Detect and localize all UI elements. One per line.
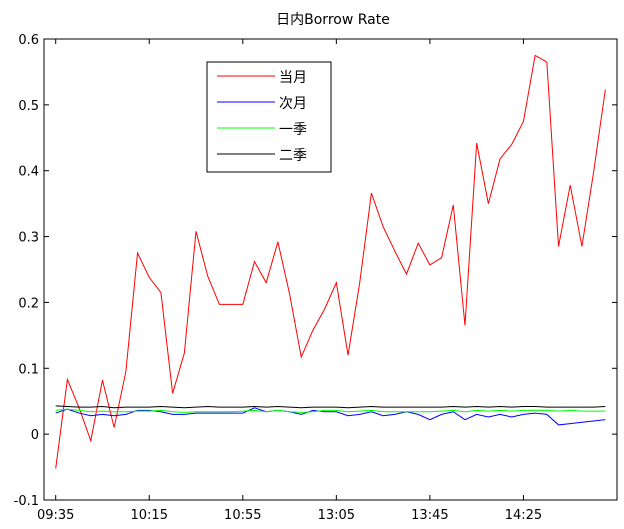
plot-frame bbox=[43, 38, 618, 501]
y-tick-label: 0.1 bbox=[18, 362, 39, 377]
chart-title: 日内Borrow Rate bbox=[276, 12, 390, 28]
x-tick-label: 13:05 bbox=[318, 508, 355, 523]
x-tick-label: 10:55 bbox=[224, 508, 261, 523]
series-line-3 bbox=[55, 408, 606, 413]
x-tick-label: 09:35 bbox=[37, 508, 74, 523]
legend-label-3: 一季 bbox=[279, 122, 307, 138]
series-line-4 bbox=[55, 405, 606, 409]
y-tick-label: 0.4 bbox=[18, 165, 39, 180]
axis-layer: -0.1 0 0.1 0.2 0.3 0.4 0.5 0.6 09:35 10:15 10:55 13… bbox=[14, 33, 617, 523]
series-line-2 bbox=[55, 407, 606, 426]
y-tick-label: 0.2 bbox=[18, 296, 39, 311]
legend-label-2: 次月 bbox=[279, 96, 307, 112]
legend-label-4: 二季 bbox=[279, 148, 307, 164]
legend-box bbox=[206, 61, 332, 173]
y-tick-label: 0.6 bbox=[18, 33, 39, 48]
x-tick-label: 10:15 bbox=[131, 508, 168, 523]
y-tick-label: 0.5 bbox=[18, 99, 39, 114]
legend-label-1: 当月 bbox=[279, 70, 307, 86]
x-tick-label: 14:25 bbox=[505, 508, 542, 523]
x-tick-label: 13:45 bbox=[411, 508, 448, 523]
plot-layer bbox=[55, 54, 606, 469]
series-line-1 bbox=[55, 54, 606, 469]
y-tick-label: -0.1 bbox=[14, 494, 39, 509]
y-tick-label: 0.3 bbox=[18, 231, 39, 246]
y-tick-label: 0 bbox=[31, 428, 39, 443]
